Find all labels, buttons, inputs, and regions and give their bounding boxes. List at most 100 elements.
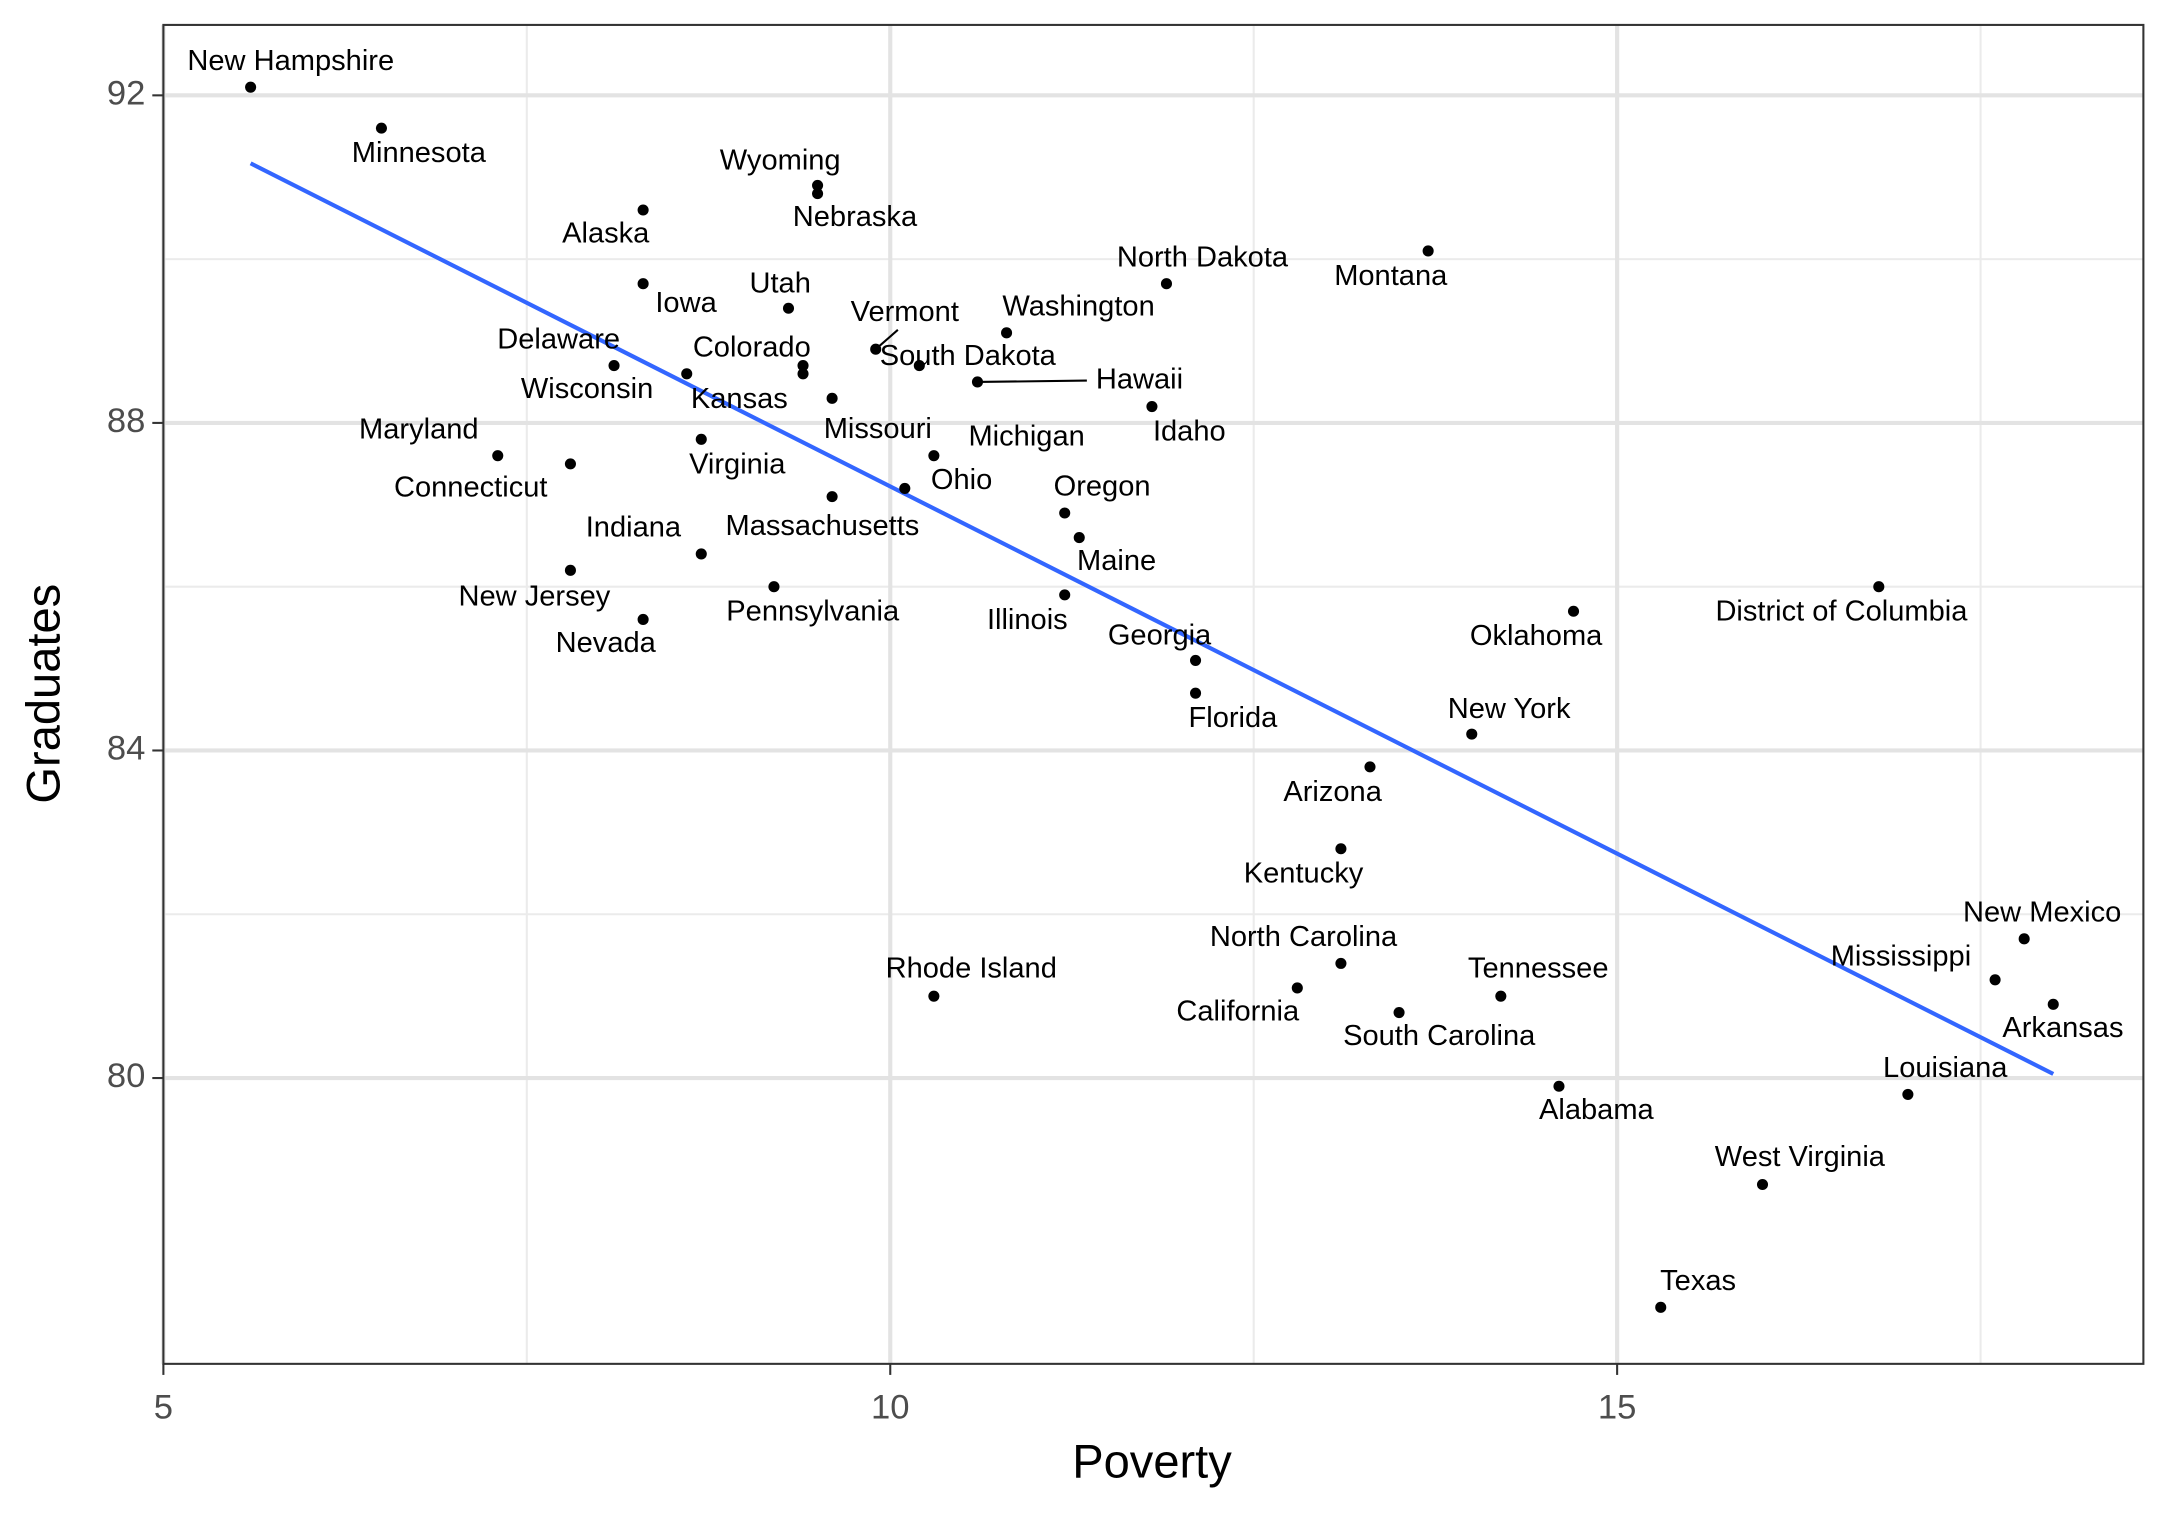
- point-label: Texas: [1660, 1265, 1736, 1297]
- point: [928, 450, 940, 462]
- point-label: Vermont: [851, 296, 959, 328]
- point-label: Michigan: [968, 420, 1084, 452]
- point: [1059, 589, 1071, 601]
- point: [1567, 605, 1580, 617]
- y-axis-title: Graduates: [17, 584, 70, 804]
- point-label: West Virginia: [1715, 1141, 1886, 1173]
- point-label: Tennessee: [1468, 953, 1609, 985]
- point-label: Louisiana: [1883, 1052, 2008, 1084]
- point: [375, 122, 387, 134]
- point-label: Florida: [1189, 702, 1279, 734]
- point: [1989, 974, 2001, 986]
- point-label: Wisconsin: [521, 373, 653, 405]
- point: [564, 564, 576, 576]
- point-label: Ohio: [931, 464, 992, 496]
- x-tick-label: 5: [154, 1389, 173, 1427]
- point: [1059, 507, 1071, 519]
- point: [797, 360, 809, 372]
- point: [826, 392, 838, 404]
- point: [1902, 1088, 1914, 1100]
- x-tick-label: 10: [871, 1389, 910, 1427]
- point: [1160, 278, 1173, 290]
- point-label: Alabama: [1539, 1094, 1655, 1126]
- point-label: Maryland: [359, 413, 479, 445]
- point-label: Idaho: [1153, 416, 1226, 448]
- point: [1335, 843, 1347, 855]
- point: [797, 368, 809, 380]
- point-label: South Carolina: [1343, 1020, 1536, 1052]
- point: [1073, 532, 1085, 544]
- point-label: District of Columbia: [1715, 596, 1968, 628]
- point-label: New Mexico: [1963, 897, 2121, 929]
- point: [1364, 761, 1376, 773]
- point: [1495, 990, 1507, 1002]
- point: [637, 204, 649, 216]
- point: [1190, 654, 1202, 666]
- point-label: Nevada: [556, 627, 657, 659]
- point-label: North Carolina: [1210, 921, 1398, 953]
- point: [637, 278, 649, 290]
- point: [245, 81, 257, 93]
- point-label: Massachusetts: [725, 510, 919, 542]
- plot-border: [162, 23, 2145, 1365]
- point: [899, 482, 911, 494]
- label-connector: [875, 329, 899, 350]
- point-label: Minnesota: [352, 137, 487, 169]
- point-label: California: [1176, 996, 1300, 1028]
- point-label: New Hampshire: [187, 45, 394, 77]
- point-label: South Dakota: [880, 340, 1057, 372]
- point-label: Rhode Island: [886, 953, 1057, 985]
- point: [812, 188, 824, 200]
- point-label: Arkansas: [2002, 1012, 2123, 1044]
- point-label: New York: [1448, 693, 1571, 725]
- x-tick-label: 15: [1598, 1389, 1637, 1427]
- point-label: Indiana: [586, 512, 682, 544]
- point: [826, 491, 838, 503]
- point: [1422, 245, 1434, 257]
- point-label: Delaware: [497, 323, 620, 355]
- plot-panel: [163, 24, 2144, 1364]
- point: [1553, 1080, 1565, 1092]
- point: [681, 368, 693, 380]
- y-tick-label: 92: [107, 74, 146, 112]
- point: [637, 613, 649, 625]
- point-label: Arizona: [1283, 776, 1382, 808]
- point-label: Illinois: [987, 604, 1068, 636]
- point: [1756, 1178, 1769, 1191]
- point-label: Kansas: [691, 383, 788, 415]
- point-label: New Jersey: [459, 581, 611, 613]
- point: [812, 179, 824, 191]
- y-tick-label: 88: [107, 402, 146, 440]
- point-label: Connecticut: [394, 471, 547, 503]
- x-axis-title: Poverty: [1072, 1434, 1232, 1487]
- point: [768, 581, 780, 593]
- point-label: North Dakota: [1117, 241, 1289, 273]
- point: [1001, 327, 1013, 339]
- point: [782, 302, 795, 314]
- point: [695, 433, 707, 445]
- trend-line: [249, 161, 2055, 1076]
- point: [695, 548, 707, 560]
- point-label: Mississippi: [1831, 940, 1971, 972]
- point-label: Georgia: [1108, 620, 1212, 652]
- point: [2018, 933, 2030, 945]
- point-label: Wyoming: [720, 145, 841, 177]
- point: [1291, 982, 1303, 994]
- point-label: Pennsylvania: [726, 596, 900, 628]
- point-label: Hawaii: [1096, 363, 1183, 395]
- point-label: Alaska: [562, 218, 650, 250]
- point-label: Washington: [1002, 291, 1154, 323]
- point: [1393, 1006, 1405, 1019]
- point-label: Oklahoma: [1470, 620, 1603, 652]
- point-label: Iowa: [655, 287, 717, 319]
- point-label: Missouri: [824, 413, 932, 445]
- point-label: Kentucky: [1244, 858, 1364, 890]
- point-label: Utah: [749, 267, 810, 299]
- point: [564, 458, 576, 470]
- point-label: Montana: [1334, 260, 1448, 292]
- point: [913, 360, 925, 372]
- point: [1146, 400, 1158, 413]
- y-tick-label: 80: [107, 1057, 146, 1095]
